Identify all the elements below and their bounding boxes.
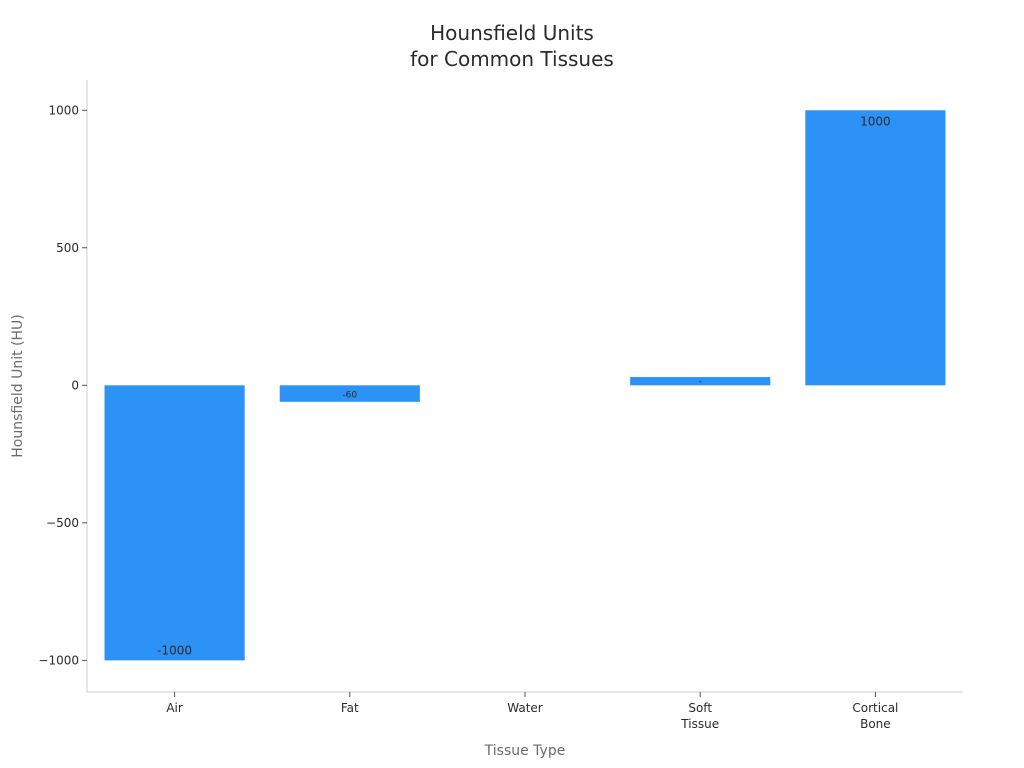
x-axis-title: Tissue Type xyxy=(484,743,566,759)
y-tick-label: 1000 xyxy=(48,103,79,117)
y-tick-labels: 1000 500 0 −500 −1000 xyxy=(38,103,87,667)
y-tick-label: −500 xyxy=(46,516,79,530)
bar xyxy=(279,385,420,402)
data-label: 1000 xyxy=(860,114,891,128)
x-tick-label: Bone xyxy=(860,717,891,731)
x-tick-label: Air xyxy=(166,701,183,715)
y-axis-title: Hounsfield Unit (HU) xyxy=(10,314,26,457)
x-tick-labels: Air Fat Water Soft Tissue Cortical Bone xyxy=(166,692,898,731)
bar xyxy=(630,377,771,386)
chart-title-line: Hounsfield Units xyxy=(430,21,594,45)
chart-title-line: for Common Tissues xyxy=(410,47,614,71)
y-tick-label: 0 xyxy=(71,378,79,392)
bars xyxy=(104,110,946,661)
x-tick-label: Water xyxy=(507,701,543,715)
y-tick-label: 500 xyxy=(56,241,79,255)
y-tick-label: −1000 xyxy=(38,653,79,667)
x-tick-label: Cortical xyxy=(852,701,898,715)
x-tick-label: Tissue xyxy=(680,717,719,731)
data-label: -1000 xyxy=(157,643,192,657)
x-tick-label: Soft xyxy=(688,701,712,715)
bar xyxy=(104,385,245,661)
data-labels: -1000-60-1000 xyxy=(157,114,891,657)
bar xyxy=(805,110,946,386)
data-label: -60 xyxy=(342,391,357,401)
data-label: - xyxy=(699,377,702,387)
x-tick-label: Fat xyxy=(341,701,359,715)
